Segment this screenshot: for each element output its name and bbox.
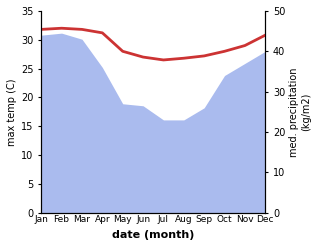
Y-axis label: max temp (C): max temp (C) — [7, 78, 17, 145]
X-axis label: date (month): date (month) — [112, 230, 194, 240]
Y-axis label: med. precipitation
(kg/m2): med. precipitation (kg/m2) — [289, 67, 311, 157]
